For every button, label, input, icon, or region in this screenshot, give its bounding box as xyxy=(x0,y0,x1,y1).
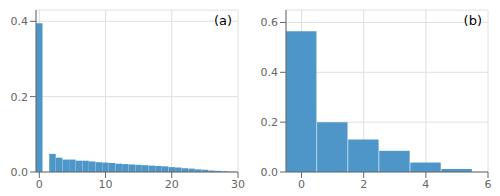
svg-text:0.2: 0.2 xyxy=(261,116,279,129)
html-text:(b): (b) xyxy=(463,13,482,28)
svg-text:0.6: 0.6 xyxy=(261,16,279,29)
svg-text:0.2: 0.2 xyxy=(11,91,29,104)
svg-text:0.4: 0.4 xyxy=(261,66,279,79)
svg-text:0.0: 0.0 xyxy=(261,166,279,179)
svg-text:0: 0 xyxy=(298,178,305,191)
svg-text:0: 0 xyxy=(36,178,43,191)
svg-text:4: 4 xyxy=(422,178,429,191)
svg-text:6: 6 xyxy=(485,178,492,191)
svg-text:20: 20 xyxy=(165,178,179,191)
html-text:(a): (a) xyxy=(213,13,232,28)
svg-text:10: 10 xyxy=(99,178,113,191)
svg-text:0.4: 0.4 xyxy=(11,15,29,28)
svg-text:2: 2 xyxy=(360,178,367,191)
svg-text:30: 30 xyxy=(231,178,245,191)
svg-text:0.0: 0.0 xyxy=(11,166,29,179)
